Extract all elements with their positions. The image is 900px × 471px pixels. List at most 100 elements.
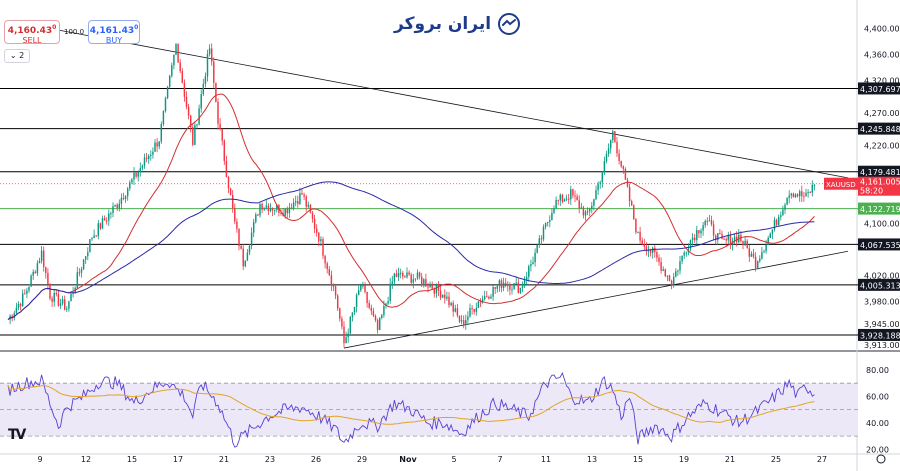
candle-body	[498, 280, 501, 287]
candle-body	[343, 326, 345, 344]
candle-body	[301, 193, 303, 195]
candle-body	[563, 199, 566, 202]
buy-button[interactable]: 4,161.430 BUY	[88, 20, 140, 45]
handshake-icon	[498, 13, 521, 35]
price-tick-label: 4,020.000	[864, 271, 900, 280]
candle-body	[769, 233, 772, 238]
level-label: 3,928.188	[860, 331, 900, 340]
candle-body	[347, 333, 349, 338]
candle-body	[700, 230, 702, 234]
price-tick-label: 3,913.000	[864, 341, 900, 350]
candle-body	[99, 223, 102, 229]
candle-body	[523, 280, 526, 287]
candle-body	[536, 244, 538, 253]
candle-body	[685, 252, 688, 254]
price-tick-label: 4,320.000	[864, 76, 900, 85]
candle-body	[719, 233, 721, 235]
sell-button[interactable]: 4,160.430 SELL	[4, 20, 60, 45]
settings-gear-icon[interactable]	[876, 454, 886, 464]
candle-body	[763, 251, 765, 253]
rsi-tick-label: 40.00	[866, 419, 889, 428]
candle-body	[656, 252, 658, 258]
candle-body	[204, 76, 207, 84]
candle-body	[675, 271, 677, 277]
level-label-box	[858, 202, 900, 215]
candle-body	[628, 186, 631, 202]
candle-body	[19, 303, 22, 306]
candle-body	[813, 184, 816, 186]
candle-body	[670, 280, 673, 285]
price-axis: 4,307.697 4,245.848 4,179.481 4,122.719 4,06…	[824, 24, 900, 454]
time-tick-label: 13	[587, 455, 597, 464]
candle-body	[120, 197, 123, 204]
time-tick-label: 17	[173, 455, 183, 464]
candle-body	[280, 212, 282, 214]
candle-body	[370, 307, 373, 312]
candle-body	[427, 286, 429, 288]
candle-body	[187, 106, 190, 116]
candle-body	[15, 307, 18, 314]
candle-body	[263, 207, 265, 210]
candle-body	[645, 246, 648, 252]
candle-body	[782, 209, 784, 216]
candle-body	[689, 240, 692, 249]
candle-body	[360, 285, 362, 291]
candle-body	[746, 240, 748, 249]
time-tick-label: 23	[265, 455, 275, 464]
candle-body	[339, 308, 341, 319]
candle-body	[633, 205, 635, 220]
candle-body	[406, 272, 408, 278]
candle-body	[412, 279, 415, 283]
candle-body	[513, 283, 515, 290]
candle-body	[507, 284, 509, 286]
candle-body	[572, 189, 574, 196]
candle-body	[93, 235, 95, 239]
candle-body	[110, 213, 112, 215]
candle-body	[805, 192, 807, 197]
candle-body	[717, 233, 719, 241]
candle-body	[557, 200, 559, 202]
time-tick-label: 25	[771, 455, 781, 464]
candle-body	[408, 272, 410, 275]
collapse-count: 2	[19, 51, 25, 60]
quantity-value[interactable]: 100.0	[64, 28, 85, 36]
level-label: 4,122.719	[860, 205, 900, 214]
candle-body	[322, 239, 324, 256]
candle-body	[393, 273, 396, 282]
time-tick-label: 11	[541, 455, 551, 464]
candle-body	[269, 208, 272, 212]
candle-body	[345, 337, 347, 344]
price-tick-label: 4,360.000	[864, 50, 900, 59]
candle-body	[355, 294, 358, 307]
rsi-line	[7, 371, 815, 448]
candle-body	[290, 207, 293, 209]
candle-body	[435, 284, 438, 294]
price-tick-label: 3,945.000	[864, 320, 900, 329]
candle-body	[486, 296, 488, 298]
candle-body	[544, 223, 547, 228]
candle-body	[588, 209, 591, 212]
candle-body	[591, 205, 593, 210]
candle-body	[309, 204, 312, 213]
last-price-box	[858, 176, 900, 196]
candle-body	[206, 54, 209, 77]
candle-body	[135, 172, 137, 177]
candle-body	[601, 172, 604, 183]
candle-body	[551, 212, 553, 221]
candle-body	[297, 201, 299, 204]
last-price-label: 4,161.005	[860, 178, 900, 187]
candle-body	[702, 225, 704, 231]
collapse-indicators-button[interactable]: ⌄ 2	[4, 49, 30, 63]
candles-layer	[9, 43, 816, 348]
candle-body	[721, 234, 723, 239]
candle-body	[683, 252, 685, 256]
candle-body	[276, 204, 278, 211]
candle-body	[792, 193, 795, 198]
candle-body	[614, 131, 616, 142]
candle-body	[124, 196, 127, 199]
fast-moving-average-line	[7, 93, 815, 320]
candle-body	[34, 271, 37, 274]
tradingview-logo-icon[interactable]: TV	[8, 427, 26, 443]
candle-body	[234, 208, 236, 222]
